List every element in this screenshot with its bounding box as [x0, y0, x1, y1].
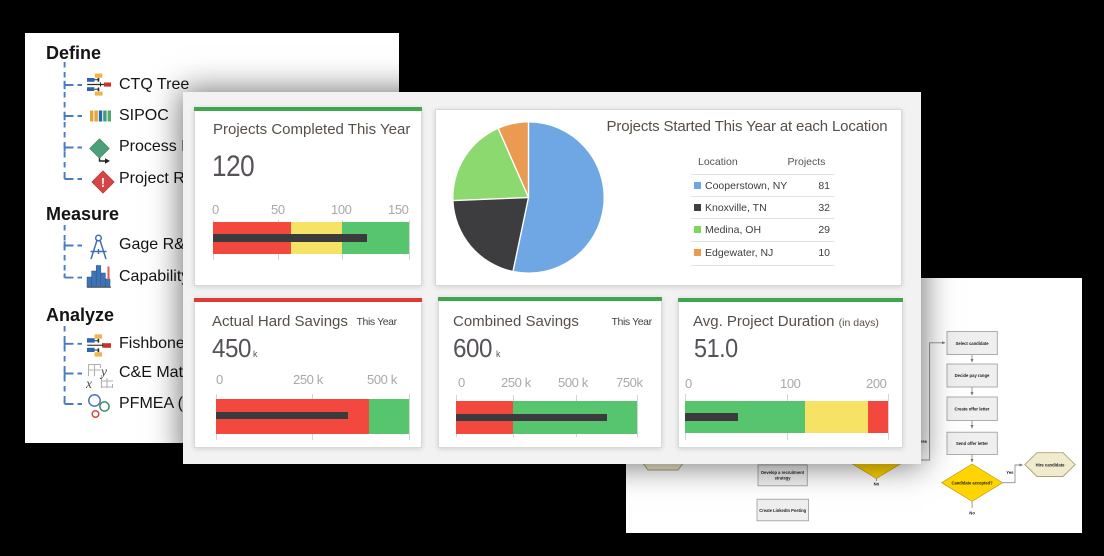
svg-text:Develop a recruitment: Develop a recruitment: [761, 470, 805, 475]
svg-text:Yes: Yes: [1006, 470, 1014, 475]
svg-text:Create offer letter: Create offer letter: [955, 406, 990, 411]
svg-text:Send offer letter: Send offer letter: [956, 441, 988, 446]
svg-text:y: y: [99, 364, 107, 379]
svg-text:Hire candidate: Hire candidate: [1036, 462, 1066, 467]
svg-text:Yes: Yes: [920, 439, 928, 444]
svg-text:strategy: strategy: [775, 476, 792, 481]
svg-text:Create LinkedIn Posting: Create LinkedIn Posting: [759, 508, 806, 513]
svg-text:x: x: [85, 376, 92, 391]
svg-text:No: No: [874, 482, 880, 487]
svg-text:!: !: [101, 176, 105, 190]
svg-text:Decide pay range: Decide pay range: [955, 373, 990, 378]
svg-text:No: No: [969, 511, 975, 516]
svg-text:Select candidate: Select candidate: [955, 341, 989, 346]
svg-text:Candidate accepted?: Candidate accepted?: [952, 481, 994, 486]
